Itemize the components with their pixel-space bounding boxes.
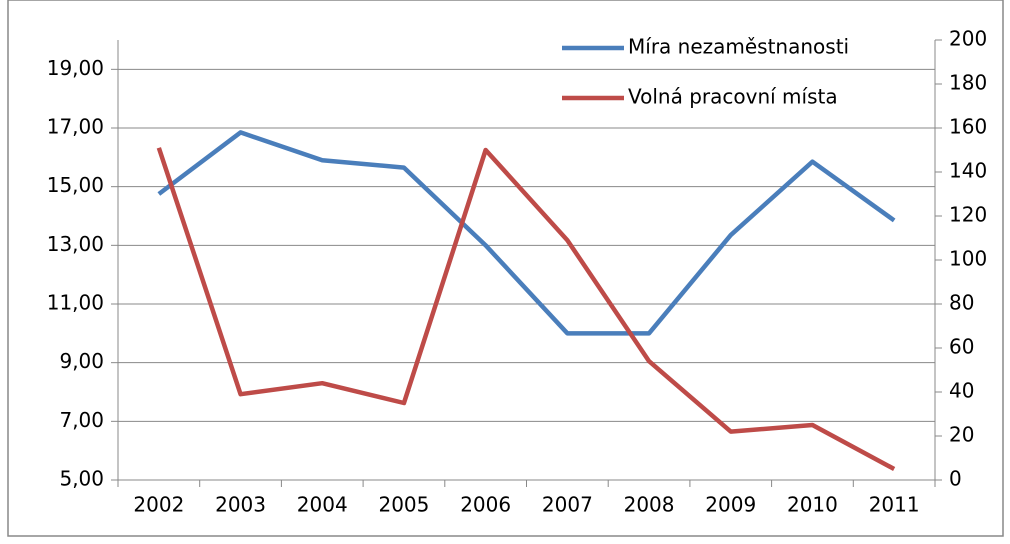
x-tick-label: 2006 — [460, 493, 511, 517]
data-line — [157, 130, 896, 336]
y-tick-label: 13,00 — [47, 232, 104, 256]
y2-tick-label: 40 — [949, 379, 974, 403]
y2-tick-label: 20 — [949, 423, 974, 447]
y-tick-label: 5,00 — [59, 467, 104, 491]
y2-tick-label: 0 — [949, 467, 962, 491]
x-tick-label: 2008 — [624, 493, 675, 517]
y-tick-label: 9,00 — [59, 349, 104, 373]
y2-tick-label: 140 — [949, 159, 987, 183]
y2-tick-label: 80 — [949, 291, 974, 315]
y-tick-label: 7,00 — [59, 408, 104, 432]
y-tick-label: 15,00 — [47, 173, 104, 197]
x-tick-label: 2005 — [378, 493, 429, 517]
x-tick-label: 2010 — [787, 493, 838, 517]
y2-tick-label: 200 — [949, 27, 987, 51]
y2-tick-label: 180 — [949, 71, 987, 95]
x-tick-label: 2002 — [133, 493, 184, 517]
legend-label: Volná pracovní místa — [628, 85, 838, 109]
y2-tick-label: 60 — [949, 335, 974, 359]
x-tick-label: 2009 — [705, 493, 756, 517]
x-tick-label: 2007 — [542, 493, 593, 517]
x-tick-label: 2003 — [215, 493, 266, 517]
x-tick-label: 2004 — [297, 493, 348, 517]
y2-tick-label: 120 — [949, 203, 987, 227]
y2-tick-label: 160 — [949, 115, 987, 139]
x-tick-label: 2011 — [869, 493, 920, 517]
y-tick-label: 17,00 — [47, 115, 104, 139]
y2-tick-label: 100 — [949, 247, 987, 271]
y-tick-label: 19,00 — [47, 56, 104, 80]
legend-label: Míra nezaměstnanosti — [628, 35, 849, 59]
data-line — [156, 147, 896, 471]
y-tick-label: 11,00 — [47, 291, 104, 315]
